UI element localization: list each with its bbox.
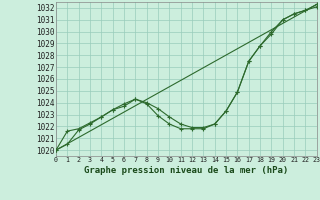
X-axis label: Graphe pression niveau de la mer (hPa): Graphe pression niveau de la mer (hPa) xyxy=(84,166,289,175)
